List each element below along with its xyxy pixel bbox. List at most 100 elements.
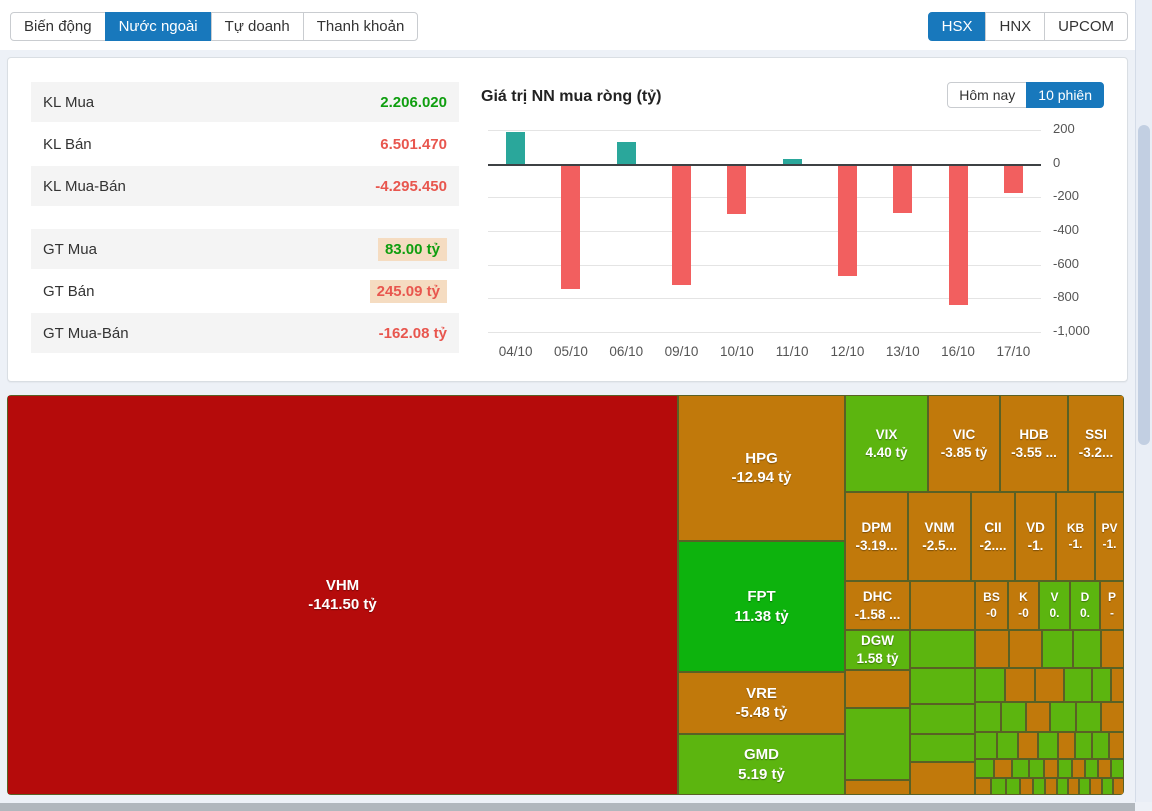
treemap-cell[interactable]: [1036, 669, 1063, 701]
treemap-cell[interactable]: [911, 705, 974, 733]
stat-label: GT Mua-Bán: [43, 324, 129, 342]
treemap-cell-kb[interactable]: KB -1.: [1057, 493, 1094, 580]
treemap-ticker: VD: [1026, 519, 1045, 535]
tab-nuoc-ngoai[interactable]: Nước ngoài: [104, 12, 212, 41]
treemap-cell[interactable]: [1112, 760, 1123, 777]
treemap-cell[interactable]: [1045, 760, 1057, 777]
chart-range-10-phien[interactable]: 10 phiên: [1026, 82, 1104, 108]
treemap-cell[interactable]: [911, 735, 974, 761]
treemap-cell[interactable]: [1069, 779, 1078, 794]
stat-row: GT Bán 245.09 tỷ: [31, 271, 459, 313]
treemap-cell[interactable]: [1112, 669, 1123, 701]
treemap-cell[interactable]: [1013, 760, 1028, 777]
vertical-scrollbar[interactable]: [1135, 0, 1152, 802]
treemap-cell[interactable]: [1102, 703, 1123, 731]
treemap-cell[interactable]: [1006, 669, 1034, 701]
treemap-cell[interactable]: [1103, 779, 1112, 794]
treemap-cell[interactable]: [1039, 733, 1057, 758]
treemap-cell[interactable]: [911, 669, 974, 703]
treemap-cell-bs[interactable]: BS -0: [976, 582, 1007, 629]
treemap-cell[interactable]: [1114, 779, 1123, 794]
tab-hnx[interactable]: HNX: [985, 12, 1046, 41]
treemap-cell[interactable]: [1080, 779, 1089, 794]
treemap-cell[interactable]: [1073, 760, 1084, 777]
treemap-cell-pv[interactable]: PV -1.: [1096, 493, 1123, 580]
treemap-cell[interactable]: [1093, 733, 1108, 758]
tab-bien-dong[interactable]: Biến động: [10, 12, 106, 41]
horizontal-scrollbar[interactable]: [0, 802, 1152, 811]
treemap-cell-fpt[interactable]: FPT 11.38 tỷ: [679, 542, 844, 671]
treemap-cell[interactable]: [995, 760, 1011, 777]
treemap-ticker: VNM: [924, 519, 955, 535]
treemap-cell[interactable]: [846, 671, 909, 707]
treemap-cell[interactable]: [1110, 733, 1123, 758]
treemap-cell-cii[interactable]: CII -2....: [972, 493, 1014, 580]
treemap-cell[interactable]: [1091, 779, 1101, 794]
treemap-cell[interactable]: [1058, 779, 1067, 794]
treemap-cell[interactable]: [1021, 779, 1032, 794]
treemap-cell[interactable]: [1034, 779, 1044, 794]
treemap-cell[interactable]: [976, 631, 1008, 667]
treemap-cell[interactable]: [1027, 703, 1049, 731]
treemap-cell[interactable]: [846, 781, 909, 794]
treemap-cell[interactable]: [1059, 733, 1074, 758]
treemap-cell-vd[interactable]: VD -1.: [1016, 493, 1055, 580]
gridline: [488, 332, 1041, 333]
treemap-cell[interactable]: [992, 779, 1005, 794]
treemap-cell[interactable]: [976, 733, 996, 758]
treemap-cell-gmd[interactable]: GMD 5.19 tỷ: [679, 735, 844, 794]
horizontal-scrollbar-thumb[interactable]: [0, 803, 1135, 811]
treemap-cell[interactable]: [976, 703, 1000, 731]
tab-tu-doanh[interactable]: Tự doanh: [210, 12, 304, 41]
treemap-cell[interactable]: [1099, 760, 1110, 777]
gridline: [488, 231, 1041, 232]
y-axis-tick-label: -1,000: [1053, 323, 1090, 338]
treemap-cell-hdb[interactable]: HDB -3.55 ...: [1001, 396, 1067, 491]
treemap-cell[interactable]: [1043, 631, 1072, 667]
tab-thanh-khoan[interactable]: Thanh khoản: [302, 12, 419, 41]
tab-upcom[interactable]: UPCOM: [1044, 12, 1128, 41]
treemap-cell[interactable]: [846, 709, 909, 779]
treemap-cell[interactable]: [911, 763, 974, 794]
treemap-cell[interactable]: [1030, 760, 1043, 777]
treemap-cell-vnm[interactable]: VNM -2.5...: [909, 493, 970, 580]
treemap-cell[interactable]: [1019, 733, 1037, 758]
treemap-cell[interactable]: [1046, 779, 1056, 794]
treemap-cell[interactable]: [1093, 669, 1110, 701]
treemap-cell[interactable]: [976, 779, 990, 794]
treemap-cell-vhm[interactable]: VHM -141.50 tỷ: [8, 396, 677, 794]
treemap-cell-vic[interactable]: VIC -3.85 tỷ: [929, 396, 999, 491]
treemap-cell[interactable]: [976, 669, 1004, 701]
treemap-cell[interactable]: [1077, 703, 1100, 731]
tab-hsx[interactable]: HSX: [927, 12, 987, 41]
treemap-cell-p[interactable]: P-: [1101, 582, 1123, 629]
treemap-ticker: HPG: [745, 449, 778, 467]
treemap-cell-ssi[interactable]: SSI -3.2...: [1069, 396, 1123, 491]
vertical-scrollbar-thumb[interactable]: [1138, 125, 1150, 445]
treemap-cell[interactable]: [998, 733, 1017, 758]
stat-group-gap: [31, 208, 459, 229]
treemap-cell[interactable]: [1102, 631, 1123, 667]
treemap-cell-v[interactable]: V 0.: [1040, 582, 1069, 629]
treemap-cell-k[interactable]: K -0: [1009, 582, 1038, 629]
treemap-cell[interactable]: [1065, 669, 1091, 701]
treemap-cell-vre[interactable]: VRE -5.48 tỷ: [679, 673, 844, 733]
treemap-cell-vix[interactable]: VIX 4.40 tỷ: [846, 396, 927, 491]
treemap-cell[interactable]: [1074, 631, 1100, 667]
treemap-cell[interactable]: [1051, 703, 1075, 731]
treemap-cell-dpm[interactable]: DPM -3.19...: [846, 493, 907, 580]
treemap-cell-dhc[interactable]: DHC -1.58 ...: [846, 582, 909, 629]
treemap-cell[interactable]: [911, 631, 974, 667]
chart-range-hom-nay[interactable]: Hôm nay: [947, 82, 1028, 108]
treemap-cell[interactable]: [1010, 631, 1041, 667]
treemap-cell[interactable]: [976, 760, 993, 777]
treemap-cell-dgw[interactable]: DGW 1.58 tỷ: [846, 631, 909, 669]
treemap-cell-d[interactable]: D 0.: [1071, 582, 1099, 629]
treemap-cell[interactable]: [911, 582, 974, 629]
treemap-cell-hpg[interactable]: HPG -12.94 tỷ: [679, 396, 844, 540]
treemap-cell[interactable]: [1002, 703, 1025, 731]
treemap-cell[interactable]: [1086, 760, 1097, 777]
treemap-cell[interactable]: [1007, 779, 1019, 794]
treemap-cell[interactable]: [1076, 733, 1091, 758]
treemap-cell[interactable]: [1059, 760, 1071, 777]
